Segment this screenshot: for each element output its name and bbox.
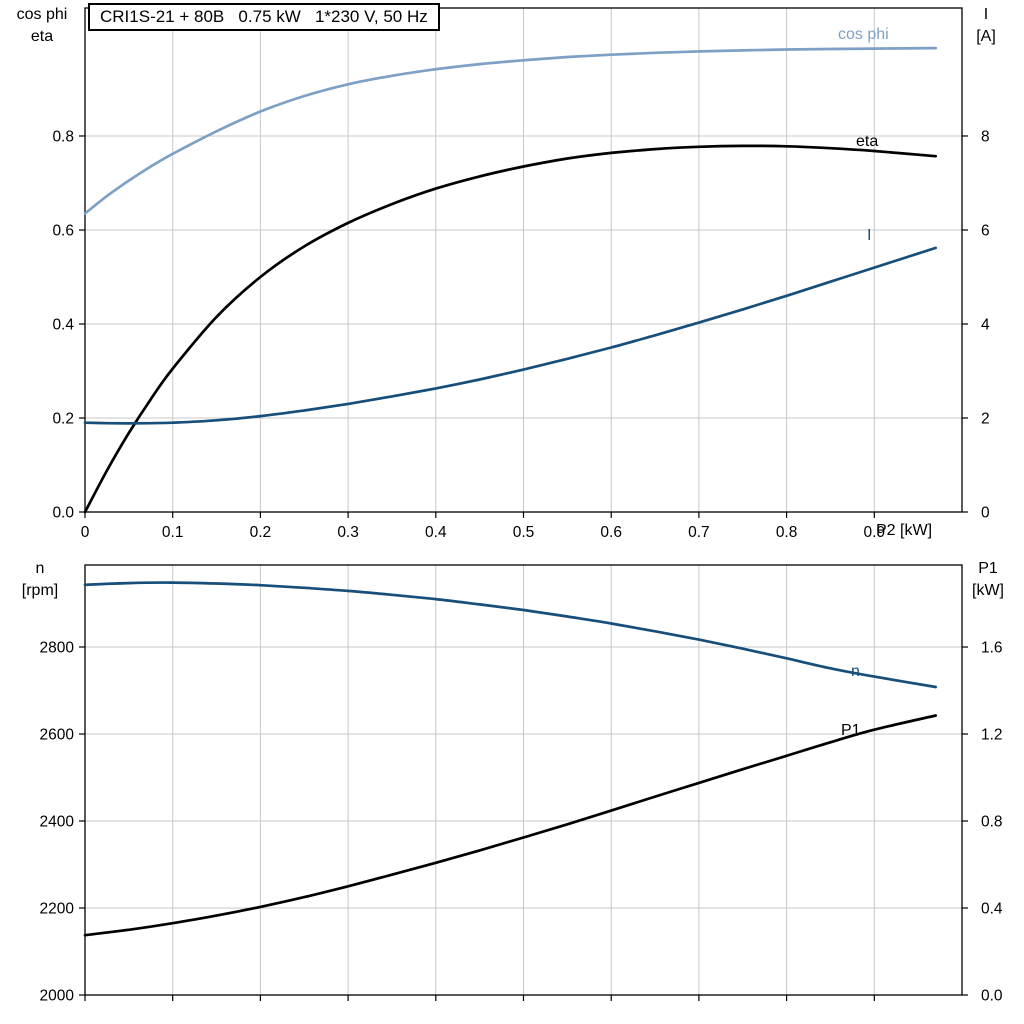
- bottom-chart-right-tick-label: 0.0: [981, 988, 1003, 1005]
- top-chart-x-tick-label: 0.7: [688, 524, 710, 541]
- right-axis-title-line1: I: [983, 6, 989, 23]
- top-chart-x-tick-label: 0: [81, 524, 90, 541]
- curve-cos-phi: [83, 46, 938, 215]
- top-chart-x-tick-label: 0.1: [162, 524, 184, 541]
- speed-axis-title-line2: [rpm]: [21, 582, 59, 599]
- bottom-chart-tick-labels: 2000 2200 2400 2600 2800 0.0 0.4 0.8 1.2 1.6: [40, 639, 1003, 1004]
- bottom-chart-grid: [85, 565, 962, 995]
- top-chart-right-tick-label: 4: [981, 316, 990, 333]
- bottom-chart-curves: [83, 581, 938, 937]
- top-chart-x-tick-label: 0.8: [776, 524, 798, 541]
- curve-i: [83, 246, 938, 425]
- top-chart-ticks: [79, 135, 968, 518]
- series-label-power: P1: [841, 722, 861, 739]
- top-chart-right-tick-label: 0: [981, 505, 990, 522]
- top-chart-right-tick-label: 2: [981, 410, 990, 427]
- top-chart-x-tick-label: 0.2: [250, 524, 272, 541]
- top-chart-x-tick-label: 0.3: [337, 524, 359, 541]
- power-axis-title-line2: [kW]: [972, 582, 1004, 599]
- x-axis-label: P2 [kW]: [876, 522, 933, 539]
- bottom-chart-left-tick-label: 2000: [40, 988, 75, 1005]
- bottom-chart-left-tick-label: 2200: [40, 900, 75, 917]
- bottom-chart-left-tick-label: 2400: [40, 813, 75, 830]
- top-left-axis-title: cos phi eta: [2, 4, 82, 48]
- series-label-eta: eta: [856, 133, 879, 150]
- power-axis-title-line1: P1: [978, 560, 998, 577]
- curve-p1: [83, 714, 938, 937]
- top-chart-left-tick-label: 0.8: [52, 128, 74, 145]
- series-label-cos-phi: cos phi: [838, 26, 889, 43]
- bottom-left-axis-title: n [rpm]: [2, 558, 78, 602]
- curve-n: [83, 581, 938, 689]
- top-chart-left-tick-label: 0.4: [52, 316, 74, 333]
- top-chart-tick-labels: 0 0.1 0.2 0.3 0.4 0.5 0.6 0.7 0.8 0.9 0.0 0.2 0.4 0.6…: [52, 128, 990, 541]
- top-chart-left-tick-label: 0.2: [52, 410, 74, 427]
- curve-eta: [83, 144, 938, 514]
- series-label-speed: n: [851, 663, 860, 680]
- left-axis-title-line1: cos phi: [16, 6, 68, 23]
- top-chart-right-tick-label: 8: [981, 128, 990, 145]
- bottom-right-axis-title: P1 [kW]: [954, 558, 1022, 602]
- right-axis-title-line2: [A]: [976, 28, 996, 45]
- bottom-chart-ticks: [79, 646, 968, 1001]
- top-chart-curves: [83, 46, 938, 514]
- left-axis-title-line2: eta: [30, 28, 54, 45]
- series-label-current: I: [867, 227, 872, 244]
- bottom-chart-left-tick-label: 2800: [40, 639, 75, 656]
- top-chart-grid: [85, 8, 962, 512]
- top-chart-left-tick-label: 0.6: [52, 222, 74, 239]
- top-right-axis-title: I [A]: [954, 4, 1018, 48]
- top-chart-right-tick-label: 6: [981, 222, 990, 239]
- bottom-chart-left-tick-label: 2600: [40, 726, 75, 743]
- top-chart-left-tick-label: 0.0: [52, 505, 74, 522]
- top-chart-x-tick-label: 0.6: [600, 524, 622, 541]
- top-chart-x-tick-label: 0.9: [864, 524, 886, 541]
- chart-title: CRI1S-21 + 80B 0.75 kW 1*230 V, 50 Hz: [88, 3, 440, 31]
- bottom-chart-right-tick-label: 1.6: [981, 640, 1003, 657]
- top-chart-x-tick-label: 0.4: [425, 524, 447, 541]
- speed-axis-title-line1: n: [35, 560, 45, 577]
- bottom-chart-right-tick-label: 0.8: [981, 814, 1003, 831]
- top-chart-x-tick-label: 0.5: [513, 524, 535, 541]
- bottom-chart-right-tick-label: 0.4: [981, 901, 1003, 918]
- bottom-chart-right-tick-label: 1.2: [981, 727, 1003, 744]
